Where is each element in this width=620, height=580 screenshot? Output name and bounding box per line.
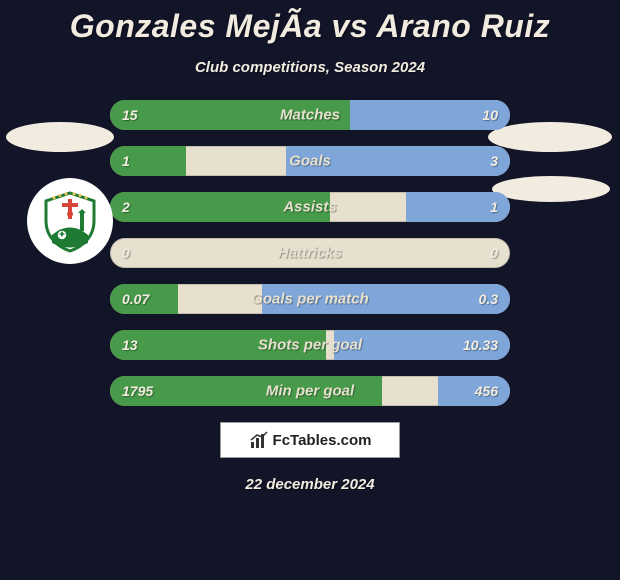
stat-value-right: 10.33 — [463, 337, 498, 353]
stat-value-right: 1 — [490, 199, 498, 215]
stat-label: Goals — [289, 153, 331, 170]
stat-row: 2 1 Assists — [110, 192, 510, 222]
brand-box: FcTables.com — [220, 422, 400, 458]
stat-label: Matches — [280, 107, 340, 124]
club-badge-left — [27, 178, 113, 264]
stat-row: 0.07 0.3 Goals per match — [110, 284, 510, 314]
stat-value-left: 0 — [122, 245, 130, 261]
brand-text: FcTables.com — [273, 432, 372, 449]
stat-label: Goals per match — [251, 291, 369, 308]
stat-row: 0 0 Hattricks — [110, 238, 510, 268]
stat-label: Hattricks — [278, 245, 342, 262]
stat-row: 15 10 Matches — [110, 100, 510, 130]
stat-value-right: 0.3 — [479, 291, 498, 307]
stat-value-left: 1 — [122, 153, 130, 169]
date-line: 22 december 2024 — [0, 476, 620, 493]
stat-value-left: 0.07 — [122, 291, 149, 307]
stat-value-left: 2 — [122, 199, 130, 215]
comparison-card: Gonzales MejÃ­a vs Arano Ruiz Club compe… — [0, 0, 620, 580]
club-crest-icon — [38, 189, 102, 253]
stat-value-left: 13 — [122, 337, 138, 353]
stat-value-right: 0 — [490, 245, 498, 261]
stat-label: Assists — [283, 199, 336, 216]
page-subtitle: Club competitions, Season 2024 — [0, 59, 620, 76]
stat-label: Shots per goal — [258, 337, 362, 354]
stat-row: 1795 456 Min per goal — [110, 376, 510, 406]
stat-value-left: 15 — [122, 107, 138, 123]
stat-value-right: 10 — [482, 107, 498, 123]
stat-label: Min per goal — [266, 383, 354, 400]
stat-row: 1 3 Goals — [110, 146, 510, 176]
stat-value-right: 3 — [490, 153, 498, 169]
stat-value-left: 1795 — [122, 383, 153, 399]
page-title: Gonzales MejÃ­a vs Arano Ruiz — [0, 0, 620, 45]
stat-row: 13 10.33 Shots per goal — [110, 330, 510, 360]
brand-chart-icon — [249, 430, 269, 450]
stat-value-right: 456 — [475, 383, 498, 399]
